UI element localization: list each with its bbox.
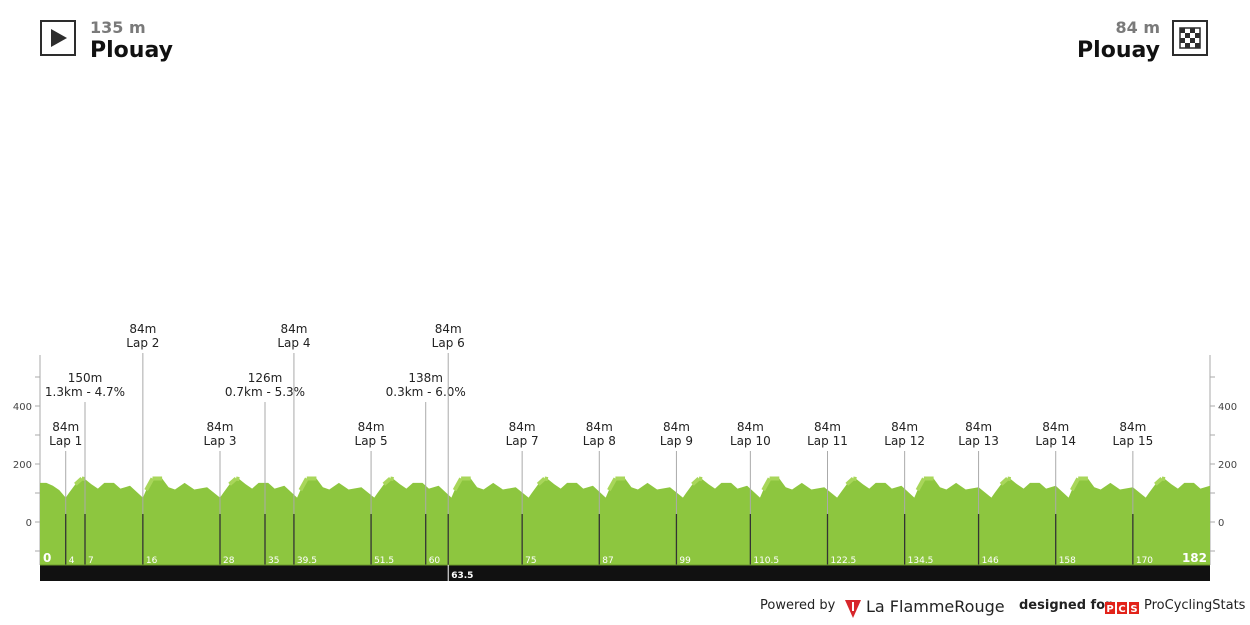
annotation-label: Lap 15	[1112, 434, 1153, 448]
km-label: 158	[1059, 556, 1076, 566]
annotation-label: Lap 10	[730, 434, 771, 448]
km-label: 170	[1136, 556, 1153, 566]
finish-name: Plouay	[1077, 38, 1160, 63]
y-tick-label: 400	[1218, 402, 1237, 413]
y-tick-label: 200	[1218, 460, 1237, 471]
km-label: 75	[525, 556, 536, 566]
checkered-flag-icon	[1172, 20, 1208, 56]
km-label-finish: 182	[1182, 551, 1207, 565]
annotation-label: Lap 8	[583, 434, 616, 448]
svg-text:C: C	[1118, 604, 1125, 614]
annotation-altitude: 84m	[814, 420, 841, 434]
svg-text:S: S	[1130, 604, 1137, 614]
annotation-altitude: 84m	[358, 420, 385, 434]
annotation-label: 0.7km - 5.3%	[225, 385, 305, 399]
annotation-altitude: 84m	[663, 420, 690, 434]
annotation-label: Lap 14	[1035, 434, 1076, 448]
play-triangle-icon	[40, 20, 76, 56]
start-name: Plouay	[90, 38, 173, 63]
y-tick-label: 400	[13, 402, 32, 413]
annotation-altitude: 84m	[207, 420, 234, 434]
annotation-altitude: 84m	[509, 420, 536, 434]
annotation-label: Lap 1	[49, 434, 82, 448]
km-label: 16	[146, 556, 158, 566]
annotation-label: Lap 13	[958, 434, 999, 448]
la-flamme-rouge-brand[interactable]: La FlammeRouge	[866, 597, 1005, 616]
km-label: 60	[429, 556, 441, 566]
finish-info: 84 m Plouay	[1077, 18, 1160, 64]
y-tick-label: 200	[13, 460, 32, 471]
annotation-label: Lap 5	[355, 434, 388, 448]
climb-crest-highlight	[74, 476, 1166, 492]
annotation-altitude: 84m	[280, 322, 307, 336]
svg-text:P: P	[1106, 604, 1113, 614]
annotation-label: Lap 12	[884, 434, 925, 448]
pcs-logo-icon: P C S	[1105, 602, 1139, 614]
km-label-start: 0	[43, 551, 51, 565]
annotation-altitude: 84m	[52, 420, 79, 434]
km-label: 39.5	[297, 556, 317, 566]
annotation-label: Lap 6	[432, 336, 465, 350]
km-label: 146	[982, 556, 999, 566]
annotation-altitude: 150m	[68, 371, 103, 385]
start-altitude: 135 m	[90, 18, 146, 37]
finish-altitude: 84 m	[1115, 18, 1160, 37]
km-label: 122.5	[831, 556, 857, 566]
annotation-label: Lap 11	[807, 434, 848, 448]
annotation-altitude: 84m	[435, 322, 462, 336]
powered-by-label: Powered by	[760, 598, 836, 613]
km-label: 28	[223, 556, 235, 566]
km-label: 35	[268, 556, 279, 566]
annotation-altitude: 84m	[965, 420, 992, 434]
y-tick-label: 0	[26, 518, 32, 529]
km-label: 63.5	[451, 571, 473, 581]
km-label: 87	[602, 556, 613, 566]
annotation-altitude: 84m	[1119, 420, 1146, 434]
annotation-label: 1.3km - 4.7%	[45, 385, 125, 399]
annotation-label: Lap 9	[660, 434, 693, 448]
annotation-altitude: 84m	[129, 322, 156, 336]
km-label: 51.5	[374, 556, 394, 566]
annotation-label: 0.3km - 6.0%	[386, 385, 466, 399]
annotation-altitude: 138m	[408, 371, 443, 385]
km-label: 99	[679, 556, 691, 566]
annotation-altitude: 84m	[586, 420, 613, 434]
annotation-altitude: 84m	[891, 420, 918, 434]
annotation-label: Lap 7	[506, 434, 539, 448]
annotation-label: Lap 3	[203, 434, 236, 448]
annotation-altitude: 126m	[248, 371, 283, 385]
y-tick-label: 0	[1218, 518, 1224, 529]
distance-bar	[40, 565, 1210, 581]
annotation-label: Lap 4	[277, 336, 310, 350]
annotation-label: Lap 2	[126, 336, 159, 350]
km-label: 4	[69, 556, 75, 566]
designed-for-label: designed for	[1019, 598, 1112, 613]
annotation-altitude: 84m	[737, 420, 764, 434]
elevation-area	[40, 478, 1210, 565]
km-label: 110.5	[753, 556, 779, 566]
annotation-altitude: 84m	[1042, 420, 1069, 434]
start-info: 135 m Plouay	[90, 18, 173, 64]
km-label: 7	[88, 556, 94, 566]
km-label: 134.5	[908, 556, 934, 566]
la-flamme-rouge-logo-icon	[845, 600, 861, 618]
procyclingstats-brand[interactable]: ProCyclingStats	[1144, 598, 1246, 613]
